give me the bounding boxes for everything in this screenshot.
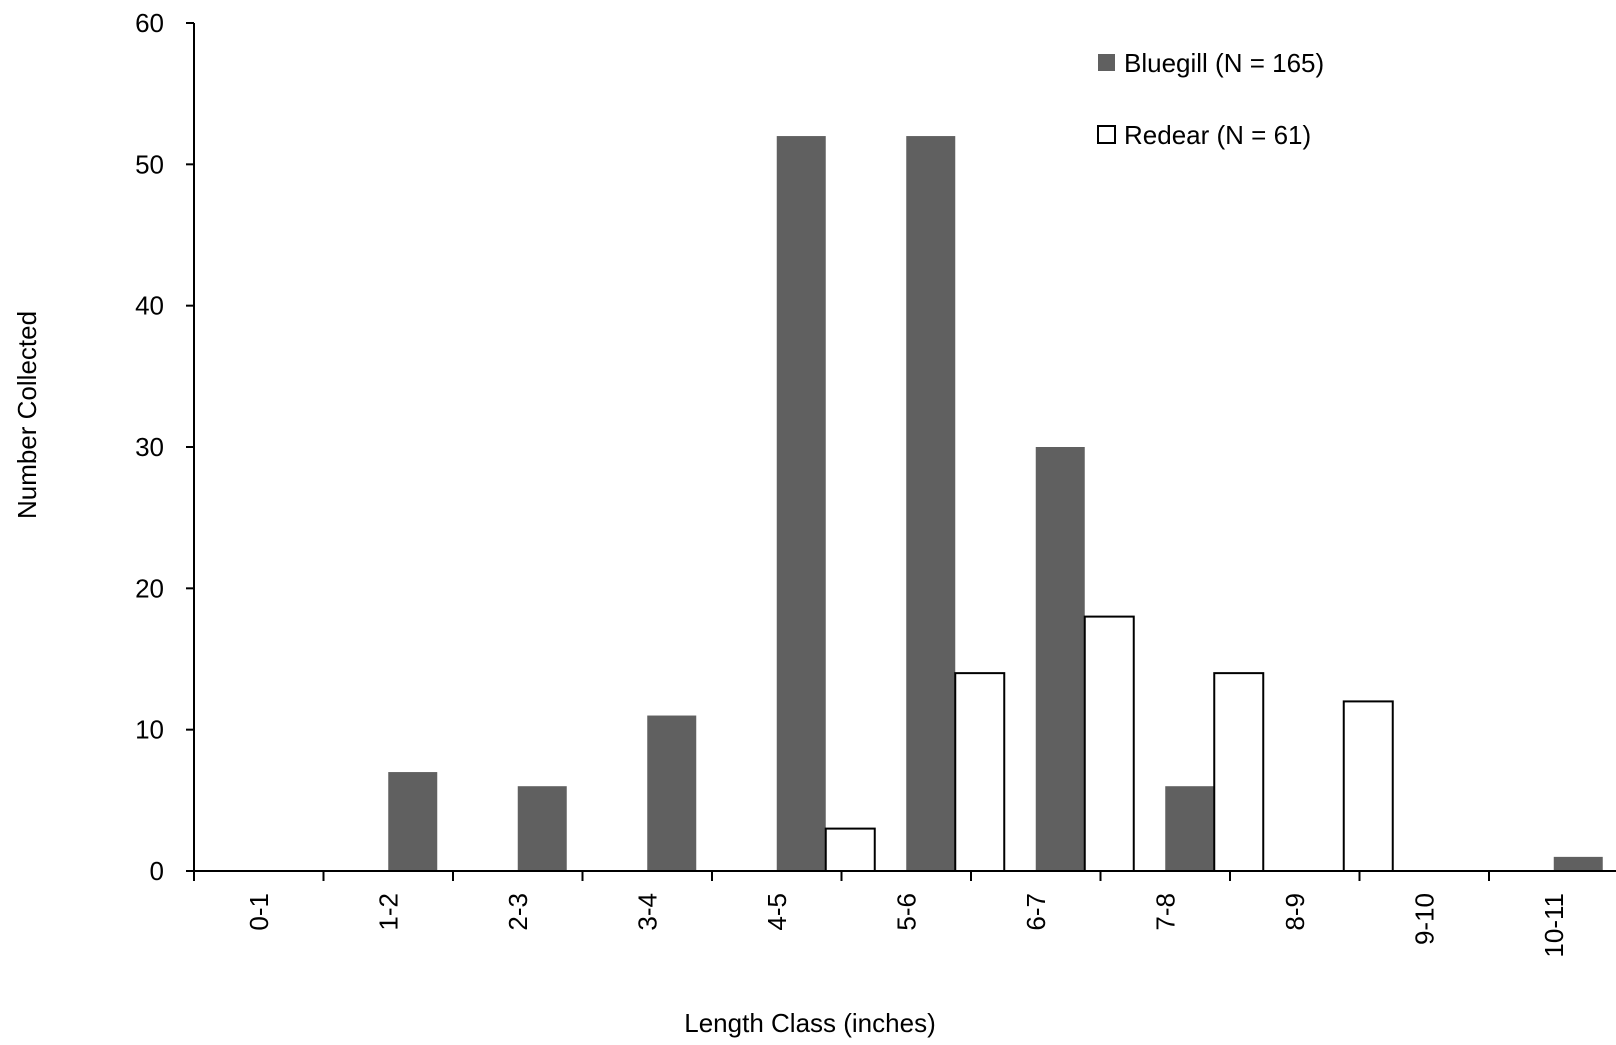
bluegill-bar bbox=[1553, 856, 1603, 871]
x-tick-label: 8-9 bbox=[1280, 893, 1310, 931]
x-tick-label: 7-8 bbox=[1150, 893, 1180, 931]
x-tick-label: 5-6 bbox=[891, 893, 921, 931]
y-tick-label: 50 bbox=[135, 149, 164, 179]
y-tick-label: 30 bbox=[135, 432, 164, 462]
x-ticks: 0-1 1-2 2-3 3-4 4-5 5-6 6-7 7-8 8-9 9-10 10-11 bbox=[193, 871, 1569, 958]
redear-bar bbox=[1342, 700, 1394, 873]
x-tick-label: 2-3 bbox=[503, 893, 533, 931]
x-tick-label: 10-11 bbox=[1539, 893, 1569, 958]
x-axis-label: Length Class (inches) bbox=[684, 1008, 935, 1038]
y-tick-label: 10 bbox=[135, 715, 164, 745]
x-tick-label: 3-4 bbox=[632, 893, 662, 931]
bars-layer bbox=[388, 136, 1603, 873]
redear-bar bbox=[824, 827, 876, 872]
bluegill-bar bbox=[1165, 786, 1215, 871]
axes-layer bbox=[193, 23, 1616, 872]
y-tick-label: 60 bbox=[135, 8, 164, 38]
bluegill-bar bbox=[906, 136, 956, 872]
legend-swatch-bluegill bbox=[1098, 54, 1115, 71]
legend-label-redear: Redear (N = 61) bbox=[1124, 120, 1311, 150]
y-tick-label: 0 bbox=[150, 856, 164, 886]
legend: Bluegill (N = 165) Redear (N = 61) bbox=[1097, 48, 1324, 150]
y-ticks: 0 10 20 30 40 50 60 bbox=[135, 8, 194, 886]
bluegill-bar bbox=[517, 786, 567, 871]
legend-swatch-redear bbox=[1097, 125, 1116, 144]
y-tick-label: 20 bbox=[135, 573, 164, 603]
x-tick-label: 4-5 bbox=[762, 893, 792, 931]
x-tick-label: 9-10 bbox=[1409, 893, 1439, 945]
redear-bar bbox=[1213, 672, 1265, 873]
x-tick-label: 1-2 bbox=[373, 893, 403, 931]
bluegill-bar bbox=[647, 715, 697, 871]
redear-bar bbox=[1083, 615, 1135, 872]
x-tick-label: 6-7 bbox=[1021, 893, 1051, 931]
y-axis-label: Number Collected bbox=[12, 311, 42, 519]
legend-label-bluegill: Bluegill (N = 165) bbox=[1124, 48, 1324, 78]
bluegill-bar bbox=[1035, 447, 1085, 871]
y-tick-label: 40 bbox=[135, 291, 164, 321]
redear-bar bbox=[954, 672, 1006, 873]
x-tick-label: 0-1 bbox=[244, 893, 274, 931]
bluegill-bar bbox=[776, 136, 826, 872]
bluegill-bar bbox=[388, 772, 438, 871]
